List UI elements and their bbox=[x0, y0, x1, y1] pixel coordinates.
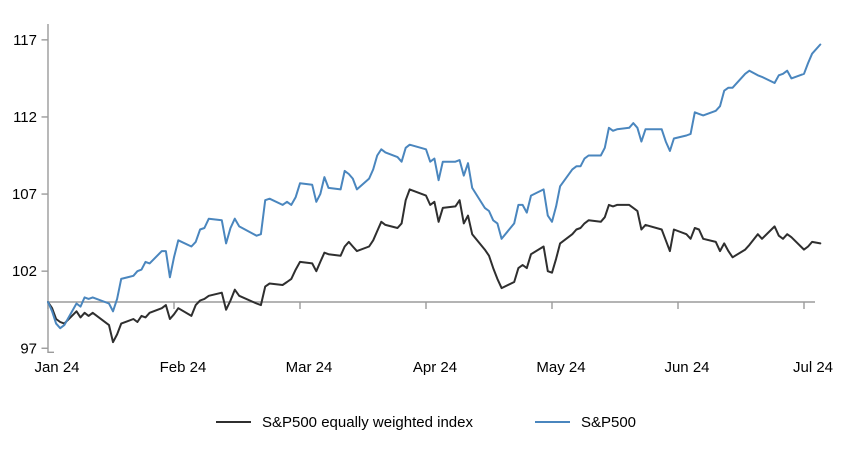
x-tick-label: Jun 24 bbox=[664, 359, 709, 376]
y-tick-label: 97 bbox=[20, 340, 37, 357]
y-tick-label: 112 bbox=[13, 109, 37, 126]
legend-label-equal-weight: S&P500 equally weighted index bbox=[261, 413, 473, 431]
legend: S&P500 equally weighted index S&P500 bbox=[0, 402, 852, 442]
y-tick-label: 107 bbox=[12, 186, 37, 203]
legend-swatch-sp500 bbox=[534, 421, 570, 423]
x-axis: Jan 24 Feb 24 Mar 24 Apr 24 May 24 Jun 24 Jul … bbox=[34, 301, 833, 376]
legend-item-equal-weight: S&P500 equally weighted index bbox=[215, 413, 473, 431]
legend-swatch-equal-weight bbox=[215, 421, 251, 423]
x-tick-label: Jul 24 bbox=[793, 359, 833, 376]
legend-item-sp500: S&P500 bbox=[534, 413, 637, 431]
line-chart-canvas: 97 102 107 112 117 Jan 24 Feb 24 Mar 24 Apr 24 Ma… bbox=[12, 24, 833, 376]
x-tick-label: Jan 24 bbox=[34, 359, 79, 376]
x-tick-label: May 24 bbox=[536, 359, 585, 376]
legend-label-sp500: S&P500 bbox=[580, 413, 637, 431]
y-axis: 97 102 107 112 117 bbox=[12, 24, 54, 357]
y-tick-label: 102 bbox=[12, 263, 37, 280]
series-line-equal-weight bbox=[47, 188, 822, 344]
x-tick-label: Feb 24 bbox=[160, 359, 207, 376]
y-tick-label: 117 bbox=[13, 32, 37, 49]
series-line-sp500 bbox=[47, 43, 822, 330]
x-tick-label: Mar 24 bbox=[286, 359, 333, 376]
x-tick-label: Apr 24 bbox=[413, 359, 457, 376]
